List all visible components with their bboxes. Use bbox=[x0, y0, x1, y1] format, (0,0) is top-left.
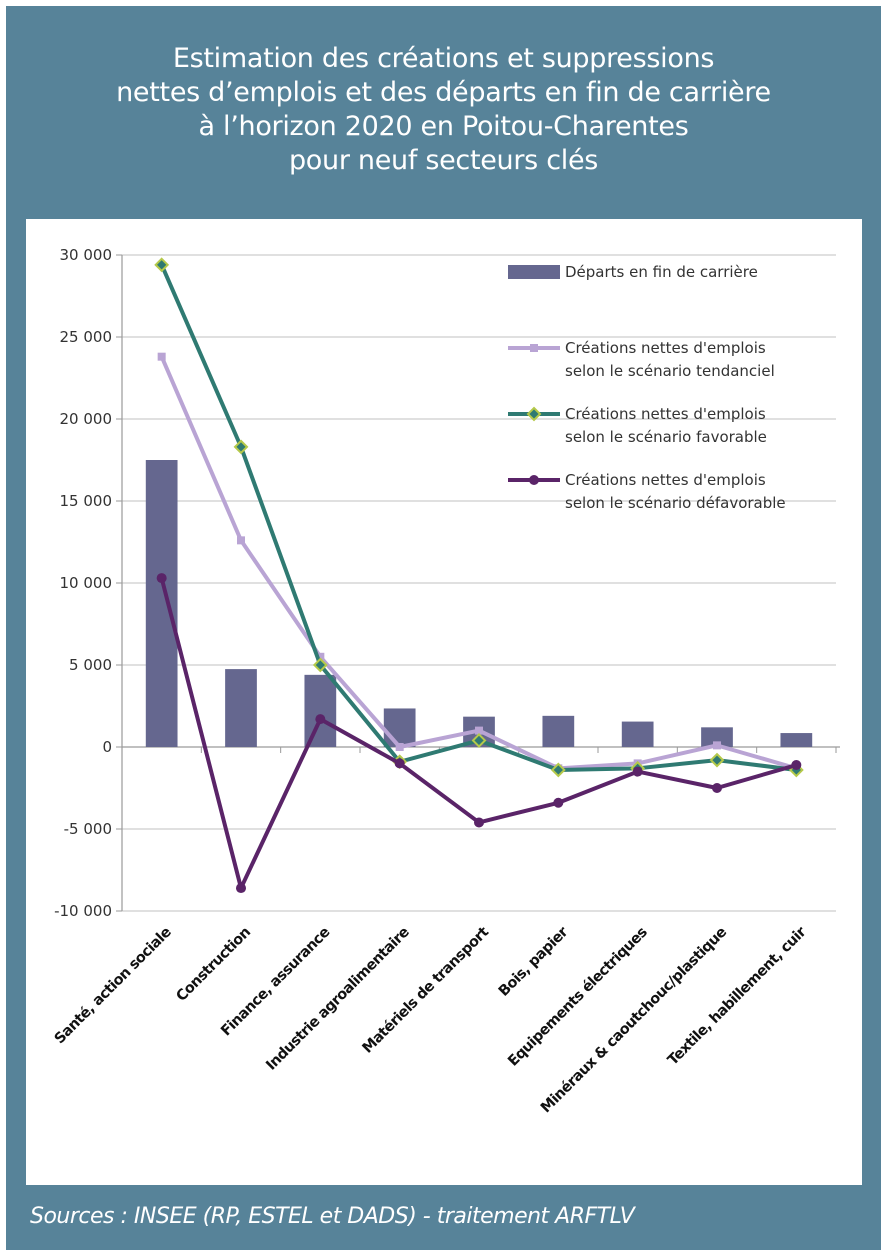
line-series bbox=[154, 257, 804, 894]
data-point-circle bbox=[553, 797, 564, 808]
line-series-group bbox=[156, 573, 802, 894]
gridlines bbox=[122, 254, 836, 912]
data-point-diamond bbox=[526, 406, 542, 422]
legend: Départs en fin de carrière Créations nett… bbox=[508, 263, 786, 512]
chart-title: Estimation des créations et suppressions… bbox=[0, 42, 887, 178]
y-tick-label: 10 000 bbox=[60, 574, 113, 592]
data-point-square bbox=[157, 352, 166, 361]
data-point-circle bbox=[474, 817, 484, 828]
chart-title-line-1: Estimation des créations et suppressions bbox=[172, 43, 715, 74]
legend-item: Créations nettes d'emplois selon le scéna… bbox=[508, 471, 786, 512]
bar bbox=[780, 733, 813, 747]
data-point-diamond bbox=[709, 752, 725, 768]
chart-title-line-2: nettes d’emplois et des départs en fin d… bbox=[116, 77, 771, 108]
data-point-diamond bbox=[312, 657, 328, 673]
x-tick-label: Textile, habillement, cuir bbox=[665, 923, 810, 1068]
y-tick-label: 15 000 bbox=[60, 492, 113, 510]
data-point-square bbox=[713, 741, 721, 750]
legend-label: Créations nettes d'emplois bbox=[565, 471, 766, 489]
chart-title-line-3: à l’horizon 2020 en Poitou-Charentes bbox=[198, 111, 689, 142]
data-point-square bbox=[237, 536, 245, 545]
data-point-circle bbox=[236, 883, 246, 894]
bar bbox=[383, 708, 416, 747]
bar bbox=[542, 715, 575, 747]
data-point-circle bbox=[712, 783, 722, 793]
legend-item: Départs en fin de carrière bbox=[508, 263, 758, 281]
y-tick-label: 5 000 bbox=[69, 656, 112, 674]
x-tick-label: Construction bbox=[174, 924, 254, 1004]
data-point-diamond bbox=[550, 762, 566, 778]
data-point-circle bbox=[632, 766, 643, 777]
bar bbox=[225, 669, 257, 747]
bar bbox=[145, 460, 178, 747]
y-tick-label: -10 000 bbox=[54, 902, 112, 920]
data-point-diamond bbox=[154, 257, 170, 273]
y-tick-label: 20 000 bbox=[60, 410, 113, 428]
y-axis: 30 000 25 000 20 000 15 000 10 000 5 000 0 -5 0… bbox=[54, 246, 123, 920]
data-point-square bbox=[395, 743, 404, 751]
y-tick-label: 25 000 bbox=[60, 328, 113, 346]
chart-title-line-4: pour neuf secteurs clés bbox=[288, 145, 599, 176]
data-point-square bbox=[316, 652, 325, 661]
bar bbox=[621, 721, 654, 747]
legend-swatch-bar bbox=[508, 265, 560, 279]
data-point-diamond bbox=[233, 439, 249, 455]
y-tick-label: -5 000 bbox=[64, 820, 112, 838]
legend-label: selon le scénario favorable bbox=[565, 428, 767, 446]
legend-item: Créations nettes d'emplois selon le scéna… bbox=[508, 339, 775, 380]
bar bbox=[701, 727, 733, 747]
x-tick-label: Santé, action sociale bbox=[52, 924, 175, 1047]
data-point-circle bbox=[156, 573, 167, 584]
legend-item: Créations nettes d'emplois selon le scéna… bbox=[508, 405, 767, 446]
x-tick-labels: Santé, action sociale ConstructionFinance… bbox=[52, 923, 810, 1116]
data-point-circle bbox=[791, 760, 802, 771]
y-tick-label: 30 000 bbox=[60, 246, 113, 264]
data-point-square bbox=[530, 344, 538, 352]
data-point-diamond bbox=[471, 733, 487, 748]
source-note: Sources : INSEE (RP, ESTEL et DADS) - tr… bbox=[30, 1204, 635, 1229]
data-point-square bbox=[475, 726, 483, 735]
data-point-circle bbox=[394, 758, 405, 769]
x-tick-label: Equipements électriques bbox=[505, 925, 650, 1070]
data-point-circle bbox=[315, 714, 326, 725]
legend-label: selon le scénario tendanciel bbox=[565, 362, 775, 380]
legend-label: selon le scénario défavorable bbox=[565, 494, 786, 512]
y-tick-label: 0 bbox=[102, 738, 112, 756]
legend-label: Créations nettes d'emplois bbox=[565, 405, 766, 423]
x-tick-label: Industrie agroalimentaire bbox=[263, 924, 413, 1074]
data-point-circle bbox=[529, 475, 539, 485]
bar bbox=[304, 674, 337, 747]
x-tick-label: Matériels de transport bbox=[360, 924, 493, 1057]
x-tick-label: Bois, papier bbox=[496, 924, 572, 1000]
legend-label: Créations nettes d'emplois bbox=[565, 339, 766, 357]
legend-label: Départs en fin de carrière bbox=[565, 263, 758, 281]
bar-series bbox=[145, 460, 813, 747]
